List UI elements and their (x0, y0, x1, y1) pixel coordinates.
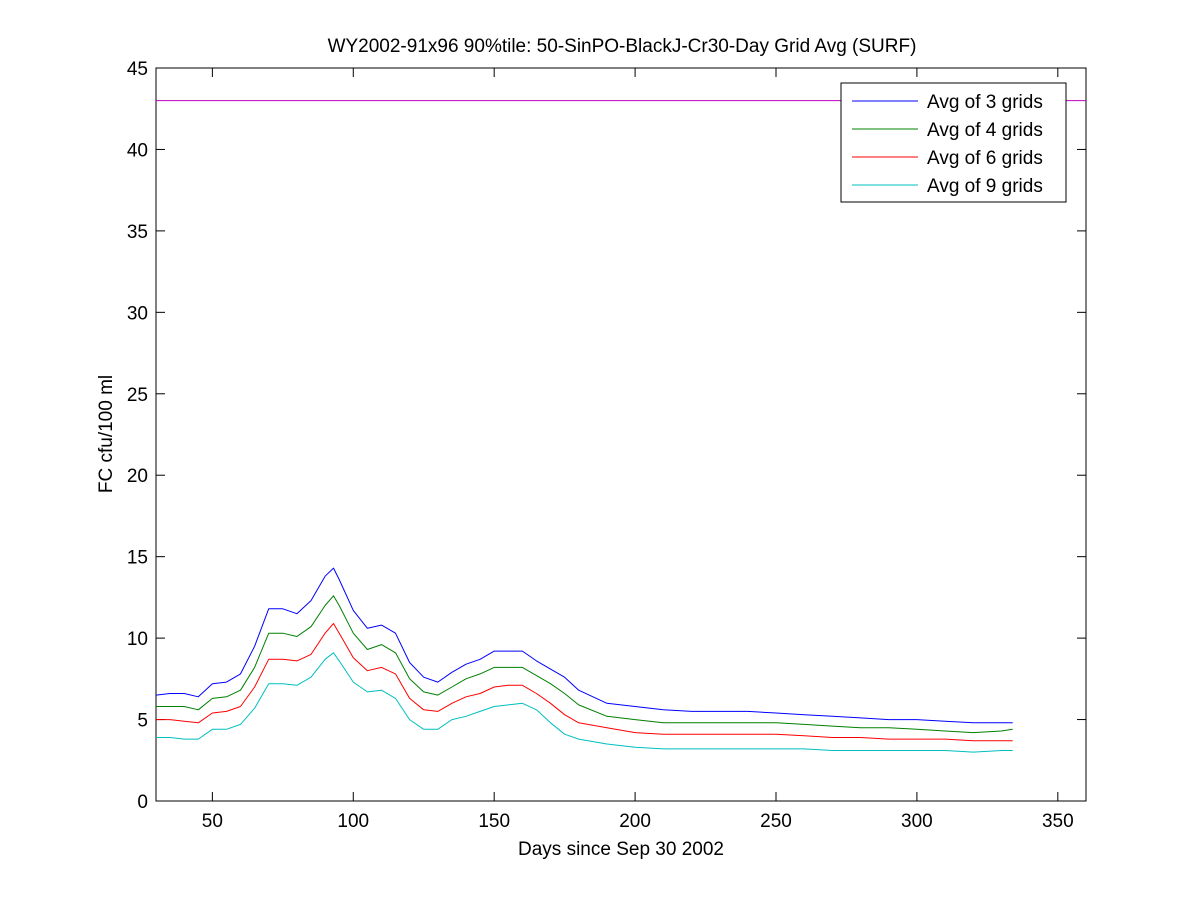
legend-label-2: Avg of 4 grids (927, 120, 1043, 141)
legend: Avg of 3 grids Avg of 4 grids Avg of 6 gri… (840, 82, 1067, 203)
series-lines (155, 567, 1013, 753)
x-tick-label: 50 (202, 811, 223, 832)
y-tick-label: 40 (127, 140, 148, 161)
x-tick-label: 250 (760, 811, 792, 832)
x-tick-label: 350 (1042, 811, 1074, 832)
series-line-4 (156, 652, 1013, 753)
legend-box (840, 82, 1067, 203)
series-line-3 (156, 623, 1013, 742)
y-tick-label: 20 (127, 466, 148, 487)
y-tick-label: 45 (127, 59, 148, 80)
series-line-1 (155, 567, 1013, 724)
x-tick-label: 300 (901, 811, 933, 832)
x-axis-title: Days since Sep 30 2002 (518, 839, 724, 860)
x-tick-label: 150 (478, 811, 510, 832)
y-tick-label: 0 (137, 792, 148, 813)
y-tick-label: 25 (127, 385, 148, 406)
legend-label-4: Avg of 9 grids (927, 176, 1043, 197)
y-axis-title: FC cfu/100 ml (96, 375, 117, 493)
legend-label-1: Avg of 3 grids (927, 92, 1043, 113)
x-axis: 50 100 150 200 250 300 350 (202, 68, 1074, 832)
series-line-2 (156, 595, 1013, 734)
x-tick-label: 100 (337, 811, 369, 832)
x-tick-label: 200 (619, 811, 651, 832)
y-tick-label: 15 (127, 548, 148, 569)
y-tick-label: 10 (127, 629, 148, 650)
y-axis: 0 5 10 15 20 25 30 35 40 45 (127, 59, 1086, 813)
y-tick-label: 5 (137, 711, 148, 732)
y-tick-label: 35 (127, 222, 148, 243)
legend-label-3: Avg of 6 grids (927, 148, 1043, 169)
chart-title: WY2002-91x96 90%tile: 50-SinPO-BlackJ-Cr… (328, 36, 917, 57)
y-tick-label: 30 (127, 303, 148, 324)
